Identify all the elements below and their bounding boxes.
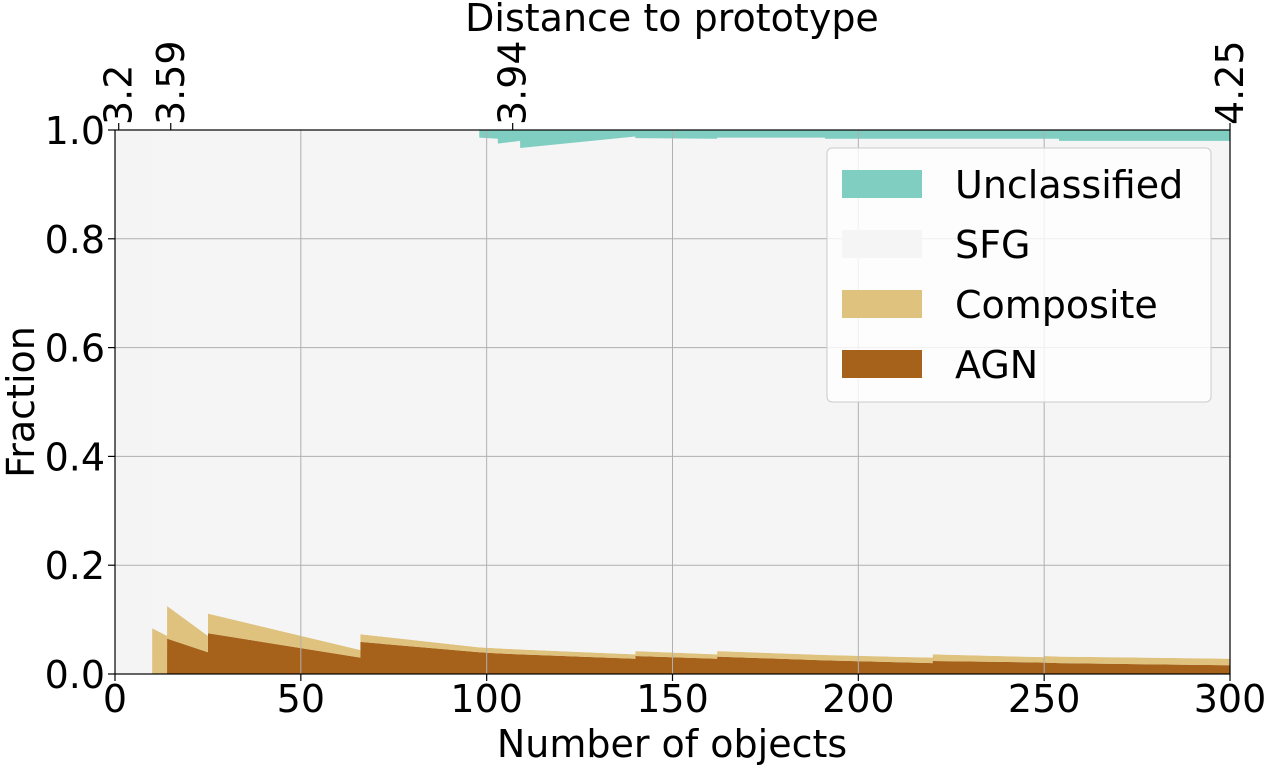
- top-tick-label: 3.94: [491, 40, 535, 125]
- area-unclassified: [152, 130, 1230, 148]
- legend-items: Unclassified SFG Composite AGN: [842, 163, 1183, 387]
- y-tick-label: 0.6: [45, 327, 105, 371]
- legend-swatch-agn: [842, 350, 922, 378]
- legend-swatch-unclassified: [842, 170, 922, 198]
- x-axis-title: Number of objects: [497, 722, 847, 765]
- legend: Unclassified SFG Composite AGN: [826, 147, 1212, 403]
- x-tick-label: 150: [636, 677, 709, 721]
- legend-box: [826, 147, 1212, 403]
- x-tick-label: 50: [277, 677, 325, 721]
- legend-swatch-composite: [842, 290, 922, 318]
- x-tick-label: 100: [450, 677, 523, 721]
- area-agn: [152, 633, 1230, 674]
- legend-label-sfg: SFG: [955, 223, 1030, 267]
- y-tick-label: 0.2: [45, 544, 105, 588]
- top-axis-ticks: 3.2 3.59 3.94 4.25: [97, 40, 1252, 130]
- legend-label-composite: Composite: [955, 283, 1158, 327]
- top-tick-label: 4.25: [1208, 40, 1252, 125]
- x-tick-label: 0: [103, 677, 127, 721]
- x-tick-label: 200: [822, 677, 895, 721]
- y-axis-title: Fraction: [0, 326, 43, 478]
- top-tick-label: 3.59: [149, 40, 193, 125]
- y-tick-label: 1.0: [45, 109, 105, 153]
- y-tick-label: 0.0: [45, 653, 105, 697]
- y-tick-label: 0.4: [45, 435, 105, 479]
- area-composite: [152, 606, 1230, 674]
- x-axis-ticks: 0 50 100 150 200 250 300: [103, 674, 1266, 721]
- legend-label-unclassified: Unclassified: [955, 163, 1183, 207]
- top-tick-label: 3.2: [97, 65, 141, 125]
- x-tick-label: 250: [1008, 677, 1081, 721]
- top-axis-title: Distance to prototype: [465, 0, 879, 40]
- y-tick-label: 0.8: [45, 218, 105, 262]
- legend-label-agn: AGN: [955, 343, 1038, 387]
- x-tick-label: 300: [1194, 677, 1267, 721]
- y-axis-ticks: 0.0 0.2 0.4 0.6 0.8 1.0: [45, 109, 115, 697]
- legend-swatch-sfg: [842, 230, 922, 258]
